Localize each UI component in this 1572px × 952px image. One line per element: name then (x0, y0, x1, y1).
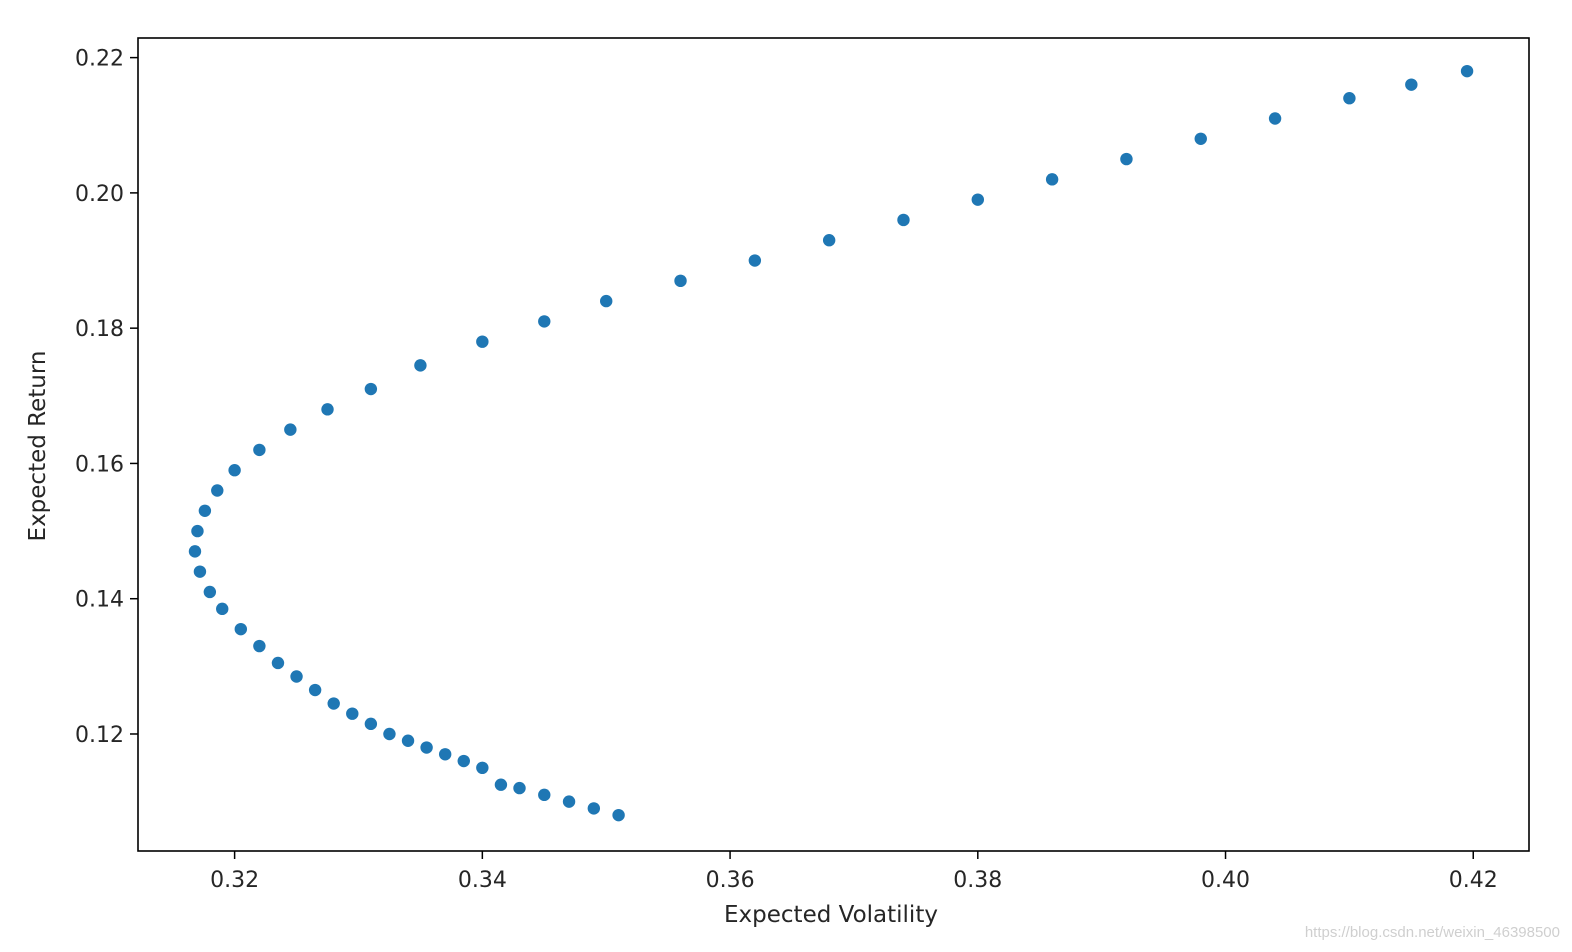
x-tick-label: 0.42 (1449, 868, 1498, 893)
scatter-point (1268, 112, 1282, 125)
scatter-point (420, 741, 433, 754)
y-axis: 0.12 0.14 0.16 0.18 0.20 0.22 (75, 47, 138, 748)
scatter-point (253, 639, 266, 653)
scatter-point (1405, 78, 1418, 91)
scatter-point (1460, 64, 1474, 78)
scatter-point (1343, 91, 1356, 105)
scatter-point (476, 761, 489, 775)
x-axis: 0.32 0.34 0.36 0.38 0.40 0.42 (210, 851, 1498, 893)
scatter-point (284, 423, 297, 436)
scatter-point (364, 717, 378, 731)
plot-frame (137, 37, 1530, 852)
y-tick-label: 0.12 (75, 723, 124, 748)
x-tick-label: 0.40 (1201, 868, 1250, 893)
scatter-point (308, 683, 322, 697)
y-tick-label: 0.14 (75, 588, 124, 613)
scatter-point (457, 754, 470, 768)
scatter-point (414, 359, 427, 372)
scatter-point (228, 464, 241, 477)
scatter-point (897, 213, 910, 227)
scatter-point (476, 335, 489, 348)
scatter-point (216, 602, 229, 616)
scatter-point (600, 294, 613, 308)
scatter-point (191, 524, 204, 538)
scatter-point (401, 734, 415, 747)
scatter-point (538, 315, 551, 328)
scatter-point (748, 254, 762, 267)
scatter-point (346, 707, 359, 720)
scatter-point (822, 234, 836, 247)
scatter-point (198, 504, 212, 517)
scatter-point (513, 781, 526, 795)
y-axis-label: Expected Return (25, 351, 51, 542)
plot-area (137, 37, 1530, 852)
scatter-point (438, 748, 452, 761)
x-tick-label: 0.38 (953, 868, 1002, 893)
scatter-point (612, 808, 625, 822)
y-tick-label: 0.22 (75, 47, 124, 72)
scatter-point (971, 193, 985, 206)
scatter-point (1120, 152, 1133, 166)
scatter-point (234, 622, 248, 636)
watermark-text: https://blog.csdn.net/weixin_46398500 (1305, 924, 1560, 941)
scatter-point (327, 697, 340, 710)
scatter-point (538, 788, 551, 802)
scatter-point (253, 443, 266, 457)
scatter-point (1194, 132, 1207, 145)
x-tick-label: 0.34 (458, 868, 507, 893)
scatter-point (587, 802, 601, 815)
scatter-point (494, 778, 508, 791)
scatter-point (211, 484, 224, 497)
scatter-point (674, 274, 687, 288)
y-tick-label: 0.20 (75, 182, 124, 207)
scatter-point (1045, 173, 1059, 186)
scatter-point (321, 403, 334, 416)
scatter-point (271, 656, 285, 670)
x-tick-label: 0.36 (706, 868, 755, 893)
x-tick-label: 0.32 (210, 868, 259, 893)
scatter-point (203, 585, 217, 599)
scatter-point (562, 795, 576, 808)
y-tick-label: 0.18 (75, 317, 124, 342)
scatter-point (193, 565, 207, 578)
scatter-points (188, 64, 1474, 822)
scatter-point (383, 727, 396, 741)
x-axis-label: Expected Volatility (724, 902, 938, 928)
scatter-point (188, 545, 202, 558)
scatter-point (290, 670, 303, 683)
y-tick-label: 0.16 (75, 452, 124, 477)
scatter-point (364, 382, 378, 396)
